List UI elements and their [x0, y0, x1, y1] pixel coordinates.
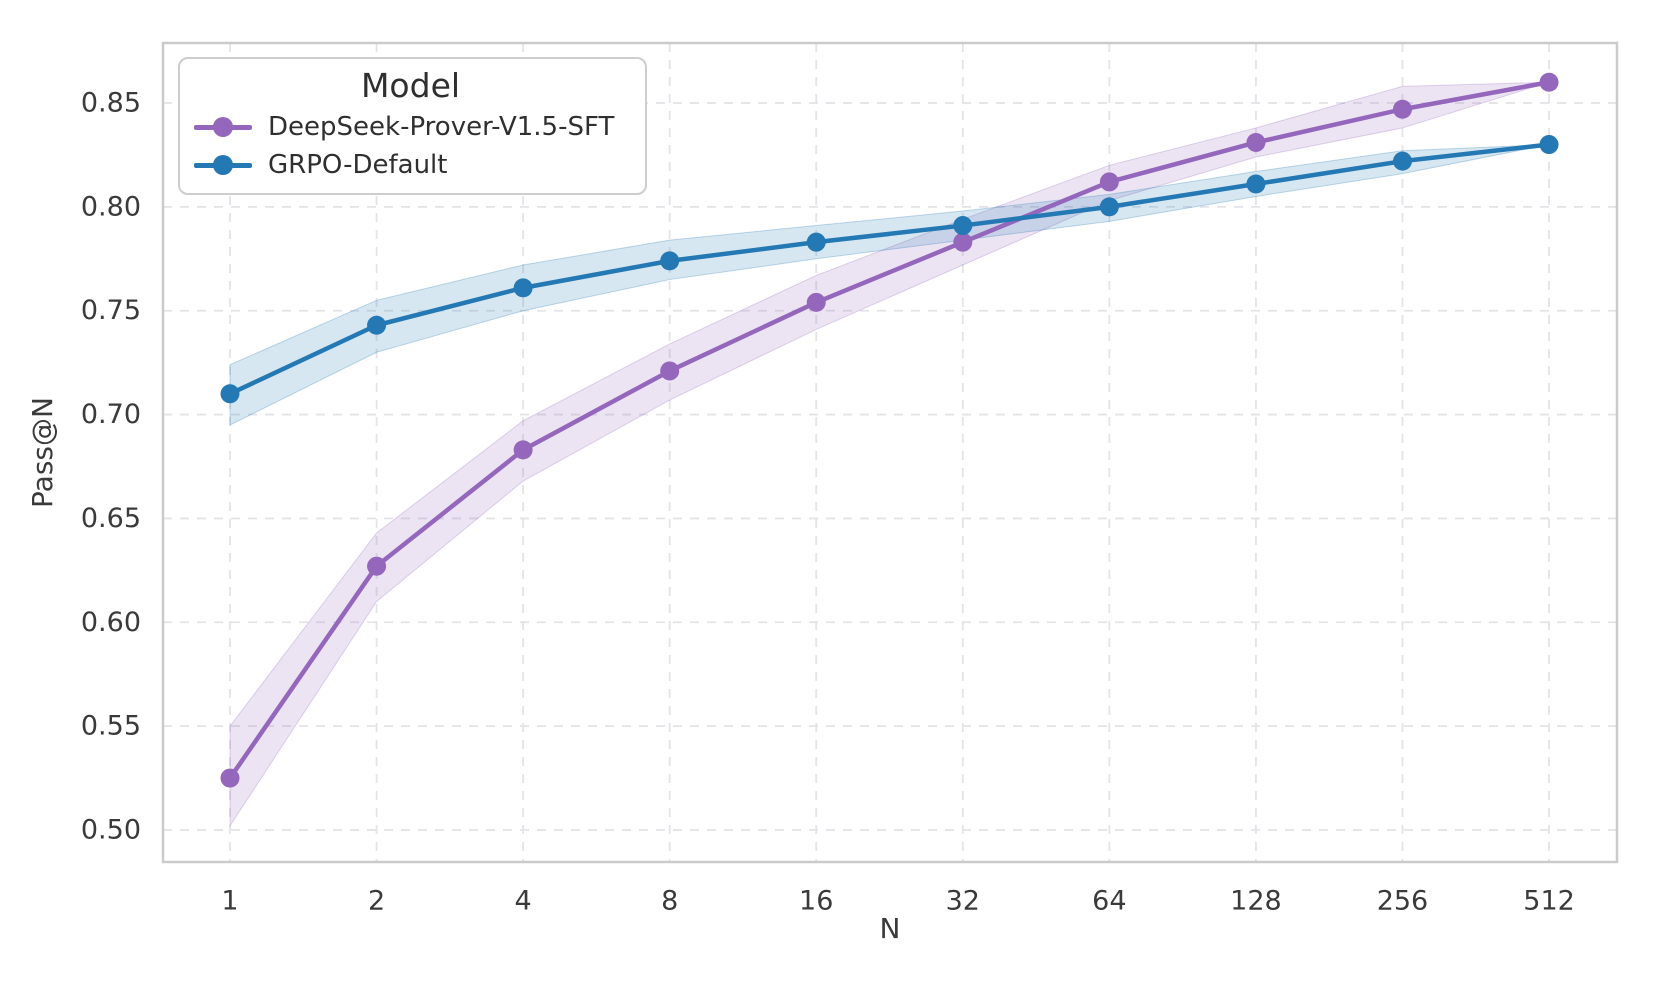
data-point-series-0	[513, 440, 533, 460]
y-tick-label: 0.70	[81, 399, 141, 430]
y-tick-label: 0.55	[81, 711, 141, 742]
data-point-series-1	[367, 315, 387, 335]
data-point-series-0	[1392, 99, 1412, 119]
x-tick-label: 8	[661, 886, 678, 917]
data-point-series-1	[1392, 151, 1412, 171]
confidence-band-series-0	[229, 81, 1550, 828]
data-point-series-1	[220, 384, 240, 404]
data-point-series-1	[1539, 135, 1559, 155]
x-axis-label: N	[880, 912, 901, 945]
data-point-series-0	[806, 292, 826, 312]
series-line-0	[227, 79, 1552, 781]
data-point-series-0	[367, 556, 387, 576]
x-tick-label: 16	[799, 886, 833, 917]
data-point-series-1	[1246, 174, 1266, 194]
y-tick-label: 0.65	[81, 503, 141, 534]
data-point-series-1	[806, 232, 826, 252]
x-tick-label: 128	[1230, 886, 1282, 917]
x-tick-label: 1	[221, 886, 238, 917]
legend: Model DeepSeek-Prover-V1.5-SFT GRPO-Defa…	[178, 57, 647, 195]
x-tick-label: 4	[515, 886, 532, 917]
y-tick-label: 0.80	[81, 191, 141, 222]
data-point-series-1	[660, 251, 680, 271]
plot-frame	[161, 41, 1619, 864]
legend-label-deepseek: DeepSeek-Prover-V1.5-SFT	[268, 112, 615, 143]
x-tick-label: 32	[946, 886, 980, 917]
legend-item-deepseek: DeepSeek-Prover-V1.5-SFT	[194, 108, 627, 146]
y-tick-label: 0.60	[81, 607, 141, 638]
data-point-series-1	[513, 278, 533, 298]
y-tick-label: 0.50	[81, 815, 141, 846]
series-line-1	[227, 142, 1552, 397]
x-tick-label: 512	[1523, 886, 1575, 917]
data-point-series-1	[953, 216, 973, 236]
series-1-marker-icon	[194, 154, 252, 176]
y-axis-label: Pass@N	[26, 397, 59, 508]
data-point-series-0	[1246, 132, 1266, 152]
data-point-series-0	[1099, 172, 1119, 192]
x-tick-label: 64	[1092, 886, 1126, 917]
data-point-series-0	[660, 361, 680, 381]
legend-title: Model	[360, 66, 461, 105]
data-point-series-0	[953, 232, 973, 252]
legend-label-grpo: GRPO-Default	[268, 150, 448, 181]
y-tick-label: 0.75	[81, 295, 141, 326]
data-point-series-0	[220, 768, 240, 788]
data-point-series-0	[1539, 72, 1559, 92]
data-point-series-1	[1099, 197, 1119, 217]
x-tick-label: 2	[368, 886, 385, 917]
y-tick-label: 0.85	[81, 88, 141, 119]
x-tick-label: 256	[1377, 886, 1429, 917]
confidence-band-series-1	[229, 144, 1550, 426]
series-0-marker-icon	[194, 116, 252, 138]
legend-item-grpo: GRPO-Default	[194, 146, 627, 184]
